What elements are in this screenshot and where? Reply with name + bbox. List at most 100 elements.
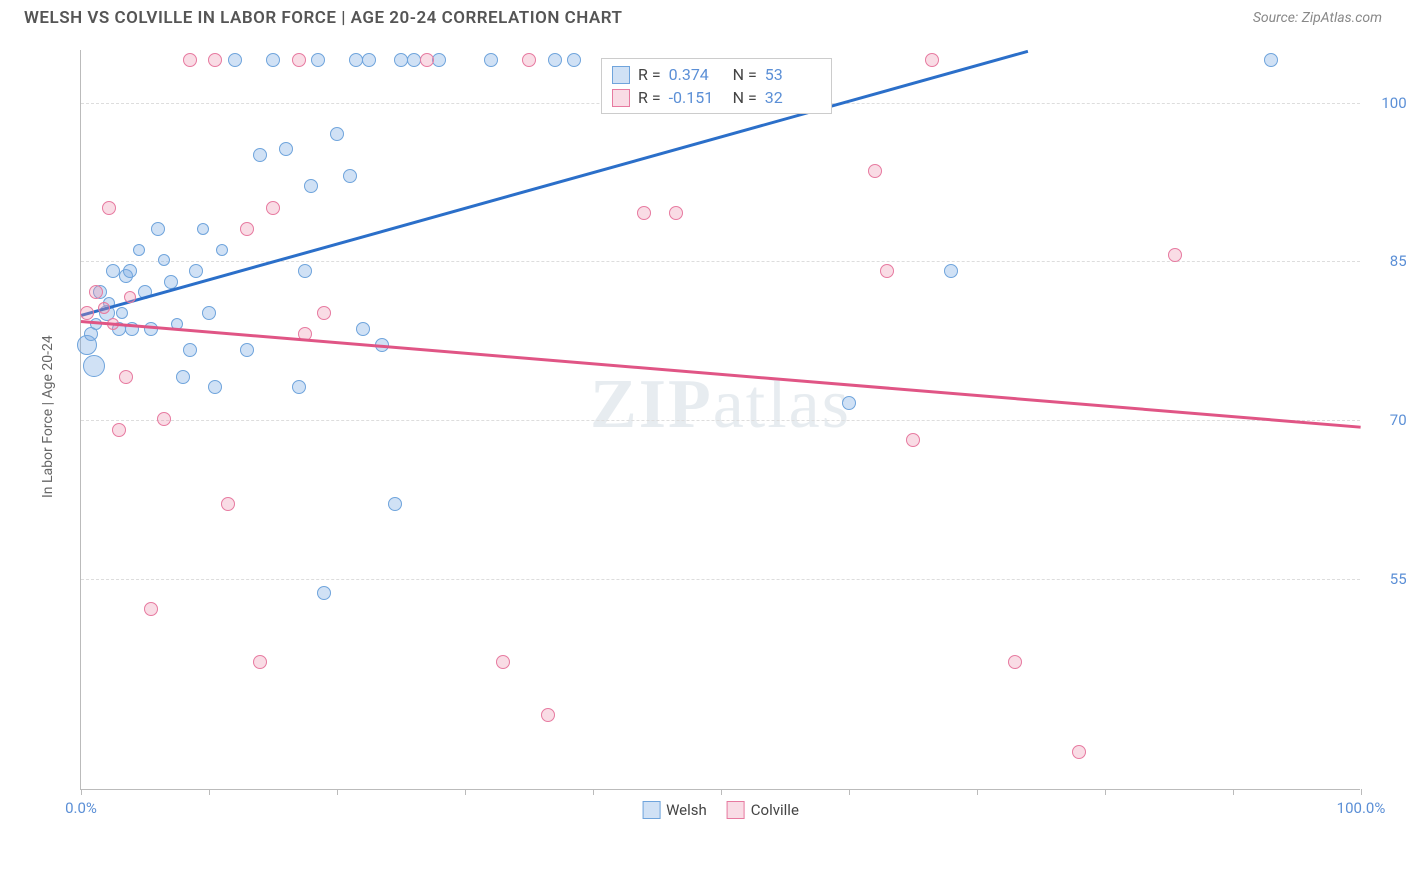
x-tick bbox=[1105, 789, 1106, 795]
data-point bbox=[102, 201, 116, 215]
gridline bbox=[81, 420, 1360, 421]
data-point bbox=[292, 53, 306, 67]
data-point bbox=[240, 222, 254, 236]
y-tick-label: 85.0% bbox=[1370, 252, 1406, 270]
x-tick bbox=[209, 789, 210, 795]
data-point bbox=[208, 380, 222, 394]
n-value: 32 bbox=[765, 88, 821, 107]
y-tick-label: 100.0% bbox=[1370, 94, 1406, 112]
data-point bbox=[158, 254, 170, 266]
data-point bbox=[944, 264, 958, 278]
data-point bbox=[266, 201, 280, 215]
data-point bbox=[124, 291, 136, 303]
data-point bbox=[157, 412, 171, 426]
data-point bbox=[183, 53, 197, 67]
data-point bbox=[330, 127, 344, 141]
data-point bbox=[197, 223, 209, 235]
r-label: R = bbox=[638, 88, 661, 107]
stats-legend: R = 0.374 N = 53 R = -0.151 N = 32 bbox=[601, 58, 832, 114]
data-point bbox=[880, 264, 894, 278]
x-tick bbox=[1361, 789, 1362, 795]
data-point bbox=[83, 355, 105, 377]
data-point bbox=[221, 497, 235, 511]
y-axis-label: In Labor Force | Age 20-24 bbox=[40, 335, 56, 498]
data-point bbox=[228, 53, 242, 67]
chart-header: WELSH VS COLVILLE IN LABOR FORCE | AGE 2… bbox=[0, 0, 1406, 40]
data-point bbox=[522, 53, 536, 67]
data-point bbox=[548, 53, 562, 67]
data-point bbox=[362, 53, 376, 67]
data-point bbox=[189, 264, 203, 278]
n-label: N = bbox=[733, 65, 757, 84]
data-point bbox=[343, 169, 357, 183]
n-value: 53 bbox=[765, 65, 821, 84]
x-tick-label: 0.0% bbox=[65, 799, 97, 817]
x-tick bbox=[849, 789, 850, 795]
data-point bbox=[80, 306, 94, 320]
legend-label: Welsh bbox=[666, 801, 707, 819]
data-point bbox=[868, 164, 882, 178]
legend-item: Colville bbox=[727, 801, 799, 819]
data-point bbox=[119, 370, 133, 384]
data-point bbox=[144, 322, 158, 336]
data-point bbox=[925, 53, 939, 67]
x-tick bbox=[465, 789, 466, 795]
data-point bbox=[202, 306, 216, 320]
x-tick bbox=[977, 789, 978, 795]
data-point bbox=[208, 53, 222, 67]
scatter-plot: ZIPatlas 100.0%85.0%70.0%55.0%0.0%100.0%… bbox=[80, 50, 1360, 790]
legend-label: Colville bbox=[751, 801, 799, 819]
data-point bbox=[1168, 248, 1182, 262]
x-tick bbox=[593, 789, 594, 795]
data-point bbox=[496, 655, 510, 669]
data-point bbox=[637, 206, 651, 220]
x-tick-label: 100.0% bbox=[1337, 799, 1386, 817]
data-point bbox=[669, 206, 683, 220]
stats-legend-row: R = -0.151 N = 32 bbox=[612, 86, 821, 109]
data-point bbox=[842, 396, 856, 410]
data-point bbox=[112, 423, 126, 437]
x-tick bbox=[721, 789, 722, 795]
data-point bbox=[432, 53, 446, 67]
data-point bbox=[266, 53, 280, 67]
series-legend: Welsh Colville bbox=[642, 801, 799, 819]
data-point bbox=[567, 53, 581, 67]
data-point bbox=[253, 655, 267, 669]
stats-legend-row: R = 0.374 N = 53 bbox=[612, 63, 821, 86]
data-point bbox=[420, 53, 434, 67]
r-value: -0.151 bbox=[669, 88, 725, 107]
r-label: R = bbox=[638, 65, 661, 84]
data-point bbox=[311, 53, 325, 67]
data-point bbox=[356, 322, 370, 336]
y-tick-label: 70.0% bbox=[1370, 411, 1406, 429]
data-point bbox=[133, 244, 145, 256]
data-point bbox=[89, 285, 103, 299]
chart-area: In Labor Force | Age 20-24 ZIPatlas 100.… bbox=[40, 50, 1390, 830]
legend-swatch bbox=[612, 66, 630, 84]
data-point bbox=[1264, 53, 1278, 67]
data-point bbox=[123, 264, 137, 278]
legend-item: Welsh bbox=[642, 801, 707, 819]
data-point bbox=[304, 179, 318, 193]
watermark: ZIPatlas bbox=[590, 365, 851, 445]
data-point bbox=[1008, 655, 1022, 669]
data-point bbox=[240, 343, 254, 357]
n-label: N = bbox=[733, 88, 757, 107]
legend-swatch bbox=[642, 801, 660, 819]
data-point bbox=[279, 142, 293, 156]
data-point bbox=[183, 343, 197, 357]
data-point bbox=[292, 380, 306, 394]
data-point bbox=[541, 708, 555, 722]
data-point bbox=[116, 307, 128, 319]
r-value: 0.374 bbox=[669, 65, 725, 84]
y-tick-label: 55.0% bbox=[1370, 570, 1406, 588]
data-point bbox=[298, 264, 312, 278]
data-point bbox=[151, 222, 165, 236]
x-tick bbox=[337, 789, 338, 795]
data-point bbox=[388, 497, 402, 511]
data-point bbox=[1072, 745, 1086, 759]
gridline bbox=[81, 579, 1360, 580]
data-point bbox=[484, 53, 498, 67]
data-point bbox=[98, 302, 110, 314]
data-point bbox=[253, 148, 267, 162]
